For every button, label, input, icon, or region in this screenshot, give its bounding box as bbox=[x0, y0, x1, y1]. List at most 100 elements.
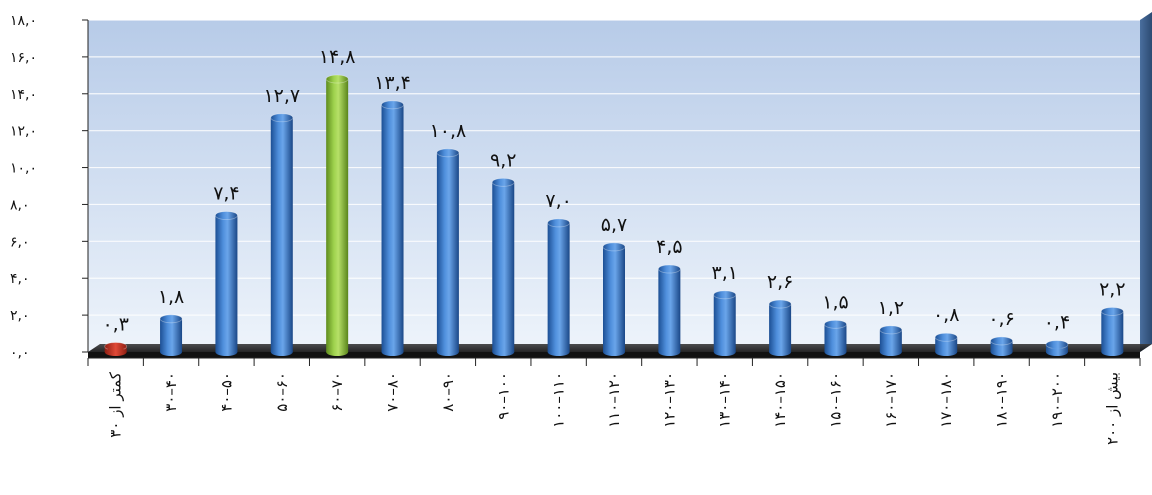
bar-body bbox=[879, 329, 902, 352]
y-tick-label: ۱۰,۰ bbox=[10, 161, 37, 177]
y-tick-label: ۱۴,۰ bbox=[10, 87, 37, 103]
bar-cap bbox=[491, 177, 515, 187]
y-tick-label: ۱۲,۰ bbox=[10, 124, 37, 140]
bar bbox=[547, 218, 571, 356]
bar-base bbox=[436, 348, 459, 356]
bar-body bbox=[824, 324, 847, 352]
data-label: ۲,۲ bbox=[1099, 278, 1125, 300]
bar bbox=[104, 342, 128, 356]
data-label: ۵,۷ bbox=[601, 214, 627, 236]
x-tick-label: ۱۶۰–۱۷۰ bbox=[882, 372, 900, 428]
bar-body bbox=[270, 117, 293, 352]
bar-cap bbox=[990, 336, 1013, 346]
x-tick-label: ۱۴۰–۱۵۰ bbox=[771, 372, 789, 428]
data-label: ۱,۸ bbox=[158, 286, 184, 308]
bar-cap bbox=[215, 211, 238, 220]
bar-body bbox=[215, 215, 238, 352]
plot-side-wall bbox=[1140, 12, 1152, 352]
bar-base bbox=[879, 348, 902, 356]
y-tick-label: ۸,۰ bbox=[10, 197, 30, 213]
bar-body bbox=[436, 152, 459, 352]
x-tick-label: ۱۳۰–۱۴۰ bbox=[716, 372, 734, 428]
x-tick-label: ۴۰–۵۰ bbox=[217, 372, 235, 412]
bar-body bbox=[713, 294, 736, 352]
bars bbox=[104, 74, 1124, 356]
bar-base bbox=[1101, 348, 1124, 356]
bar bbox=[270, 113, 294, 356]
data-label: ۱۰,۸ bbox=[430, 120, 467, 142]
bar-base bbox=[381, 348, 404, 356]
x-tick-label: ۱۹۰–۲۰۰ bbox=[1048, 372, 1066, 428]
x-tick-label: ۶۰–۷۰ bbox=[328, 372, 346, 412]
bar-body bbox=[492, 182, 515, 352]
bar bbox=[934, 332, 958, 356]
data-label: ۷,۴ bbox=[213, 183, 239, 205]
gridlines bbox=[88, 19, 1140, 316]
bar-cap bbox=[713, 290, 737, 300]
bar bbox=[325, 74, 349, 356]
x-tick-label: ۹۰–۱۰۰ bbox=[494, 372, 512, 420]
bar-base bbox=[769, 348, 792, 356]
bar-base bbox=[104, 348, 127, 356]
bar-base bbox=[326, 348, 349, 356]
data-label: ۰,۳ bbox=[102, 313, 128, 335]
x-tick-label: ۱۷۰–۱۸۰ bbox=[937, 372, 955, 428]
y-tick-label: ۰,۰ bbox=[10, 345, 30, 361]
bar-body bbox=[935, 337, 958, 352]
data-label: ۱۳,۴ bbox=[374, 72, 411, 94]
bar-body bbox=[160, 318, 183, 352]
bar-base bbox=[215, 348, 238, 356]
bar-cap bbox=[270, 113, 294, 123]
bar-base bbox=[270, 348, 293, 356]
bar-base bbox=[658, 348, 681, 356]
data-label: ۱,۲ bbox=[878, 297, 904, 319]
bar-cap bbox=[325, 74, 349, 84]
bar-base bbox=[935, 348, 958, 356]
bar-body bbox=[658, 269, 681, 352]
x-tick-label: کمتر از ۳۰ bbox=[107, 371, 125, 438]
bar-body bbox=[1101, 311, 1124, 352]
data-label: ۷,۰ bbox=[545, 190, 571, 212]
data-label: ۱۴,۸ bbox=[319, 46, 356, 68]
x-tick-label: ۱۲۰–۱۳۰ bbox=[660, 372, 678, 428]
x-tick-label: ۱۸۰–۱۹۰ bbox=[993, 372, 1011, 428]
y-tick-label: ۶,۰ bbox=[10, 234, 30, 250]
bar bbox=[1045, 340, 1069, 356]
bar-cap bbox=[436, 148, 460, 158]
x-tick-label: ۱۱۰–۱۲۰ bbox=[605, 372, 623, 428]
bar bbox=[159, 314, 183, 356]
x-tick-label: ۱۰۰–۱۱۰ bbox=[550, 372, 568, 428]
bar bbox=[215, 211, 238, 356]
bar bbox=[713, 290, 737, 356]
x-tick-label: ۱۵۰–۱۶۰ bbox=[826, 372, 844, 428]
bar-body bbox=[381, 104, 404, 352]
data-label: ۰,۶ bbox=[988, 308, 1014, 330]
bar bbox=[879, 325, 903, 356]
data-label: ۱,۵ bbox=[822, 291, 848, 313]
y-tick-label: ۴,۰ bbox=[10, 271, 30, 287]
bar-base bbox=[1045, 348, 1068, 356]
bar-body bbox=[603, 246, 625, 352]
bar-cap bbox=[824, 319, 847, 329]
bar-base bbox=[713, 348, 736, 356]
y-tick-label: ۱۶,۰ bbox=[10, 50, 37, 66]
x-tick-label: ۳۰–۴۰ bbox=[162, 372, 180, 412]
bar-cap bbox=[1045, 340, 1069, 350]
bar-base bbox=[990, 348, 1013, 356]
bar bbox=[657, 264, 681, 356]
y-tick-label: ۲,۰ bbox=[10, 308, 30, 324]
bar-base bbox=[160, 348, 183, 356]
bar bbox=[990, 336, 1013, 356]
bar bbox=[768, 299, 792, 356]
y-axis: ۰,۰ ۲,۰ ۴,۰ ۶,۰ ۸,۰ ۱۰,۰ ۱۲,۰ ۱۴,۰ ۱۶,۰ ۱۸,۰ bbox=[10, 13, 89, 361]
data-label: ۴,۵ bbox=[656, 236, 682, 258]
bar-cap bbox=[602, 242, 626, 252]
bar-cap bbox=[1100, 307, 1124, 316]
bar-body bbox=[326, 79, 349, 353]
bar-cap bbox=[657, 264, 681, 274]
data-labels: ۰,۳ ۱,۸ ۷,۴ ۱۲,۷ ۱۴,۸ ۱۳,۴ ۱۰,۸ ۹,۲ ۷,۰ ۵,۷ ۴,۵ ۳,۱… bbox=[102, 46, 1125, 335]
data-label: ۹,۲ bbox=[490, 149, 516, 171]
bar-base bbox=[547, 348, 570, 356]
data-label: ۲,۶ bbox=[767, 271, 793, 293]
bar bbox=[824, 319, 847, 356]
